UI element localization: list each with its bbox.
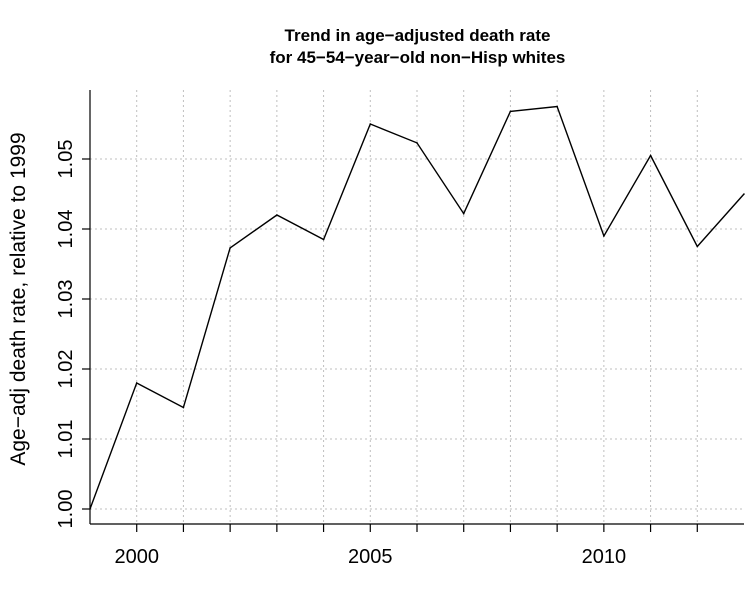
chart-title-line-1: Trend in age−adjusted death rate — [284, 26, 551, 45]
data-point — [369, 123, 372, 125]
data-point — [182, 406, 185, 409]
data-point — [135, 382, 138, 384]
data-point — [509, 110, 512, 113]
data-point — [743, 193, 745, 195]
y-axis-label: Age−adj death rate, relative to 1999 — [7, 132, 30, 465]
data-point — [603, 235, 605, 237]
x-tick-label: 2005 — [348, 546, 393, 568]
y-tick-label: 1.01 — [55, 420, 77, 459]
y-tick-label: 1.00 — [55, 490, 77, 529]
data-point — [696, 245, 699, 248]
x-tick-label: 2010 — [582, 546, 627, 568]
data-point — [89, 508, 91, 510]
y-tick-label: 1.04 — [55, 210, 77, 249]
y-tick-label: 1.02 — [55, 350, 77, 389]
chart-title-line-2: for 45−54−year−old non−Hisp whites — [269, 48, 566, 67]
x-tick-label: 2000 — [114, 546, 159, 568]
data-point — [556, 105, 558, 108]
y-tick-label: 1.03 — [55, 280, 77, 319]
data-point — [276, 214, 278, 216]
data-point — [416, 142, 418, 144]
data-point — [229, 247, 231, 249]
data-point — [649, 154, 652, 157]
data-point — [462, 212, 465, 215]
y-tick-label: 1.05 — [55, 140, 77, 179]
data-point — [322, 238, 325, 241]
